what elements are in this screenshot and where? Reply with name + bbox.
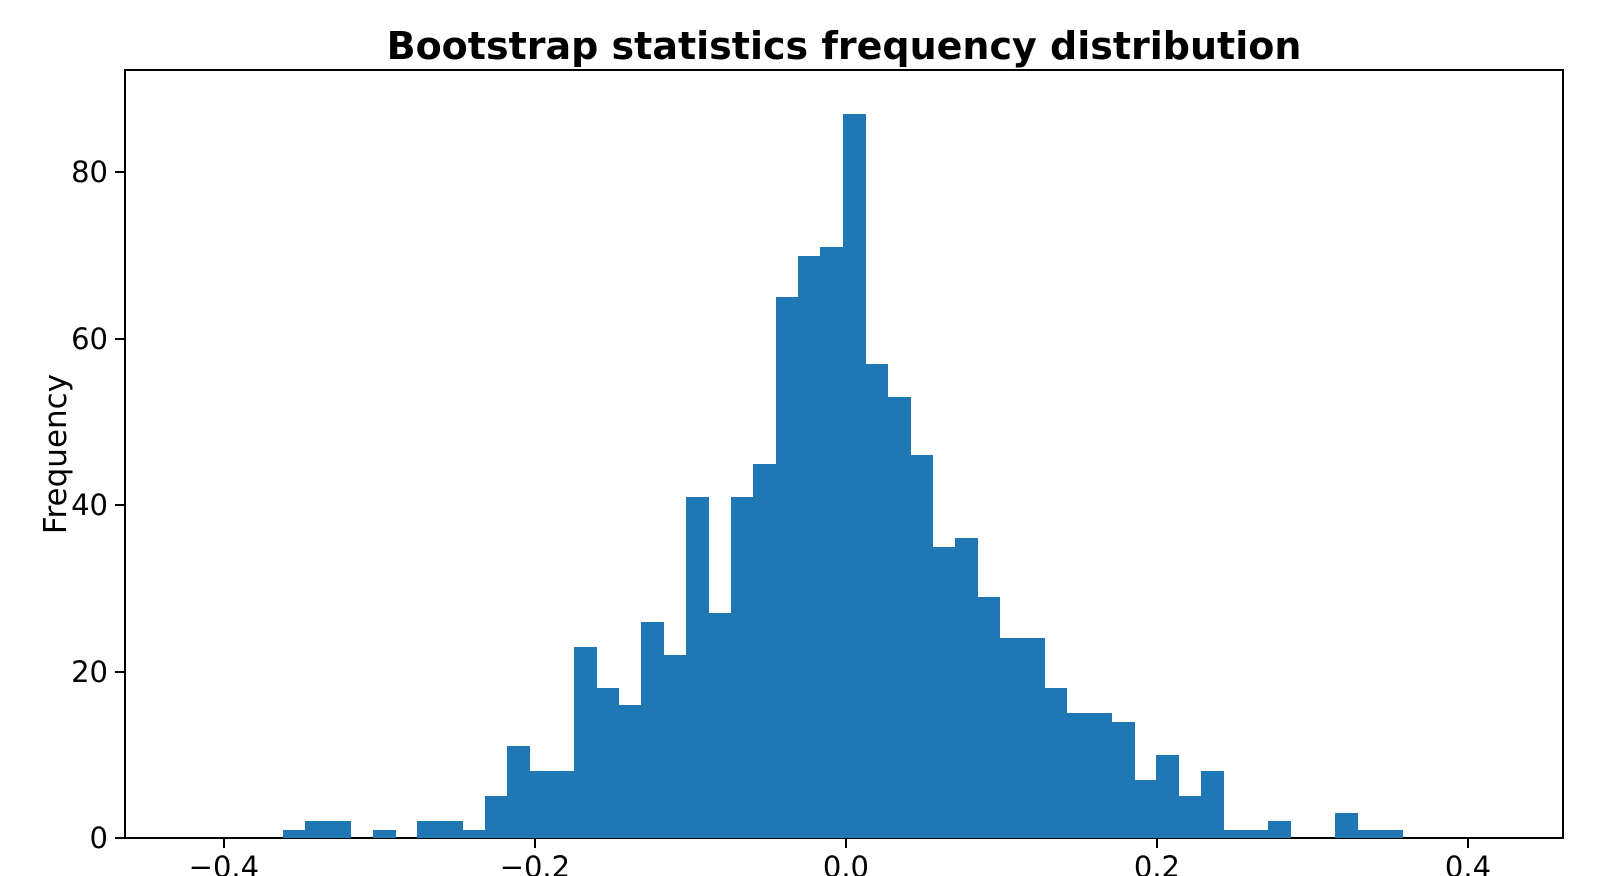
histogram-bar bbox=[1178, 796, 1202, 838]
right-spine bbox=[1562, 69, 1564, 839]
histogram-bar bbox=[910, 455, 933, 838]
x-tick-label: 0.4 bbox=[1444, 850, 1492, 876]
y-tick-label: 80 bbox=[71, 155, 108, 190]
histogram-bar bbox=[618, 704, 642, 838]
histogram-bar bbox=[1223, 829, 1247, 838]
chart-title: Bootstrap statistics frequency distribut… bbox=[386, 24, 1302, 68]
histogram-bar bbox=[775, 297, 799, 838]
histogram-bar bbox=[842, 114, 866, 838]
histogram-bar bbox=[439, 821, 463, 838]
x-tick-label: 0.0 bbox=[822, 850, 869, 876]
histogram-bar bbox=[1021, 638, 1045, 838]
y-tick-mark bbox=[115, 670, 124, 673]
histogram-bar bbox=[1066, 713, 1090, 838]
y-tick-mark bbox=[115, 504, 124, 507]
histogram-bar bbox=[283, 829, 306, 838]
histogram-bar bbox=[932, 546, 956, 838]
histogram-bar bbox=[529, 771, 553, 838]
x-tick-label: −0.2 bbox=[499, 850, 571, 876]
y-tick-label: 20 bbox=[71, 654, 108, 689]
histogram-bar bbox=[506, 746, 530, 838]
histogram-bar bbox=[977, 596, 1001, 838]
x-tick-mark bbox=[222, 839, 225, 848]
x-axis bbox=[125, 837, 1563, 839]
x-tick-mark bbox=[533, 839, 536, 848]
x-tick-label: 0.2 bbox=[1133, 850, 1181, 876]
x-tick-mark bbox=[1155, 839, 1158, 848]
histogram-bar bbox=[1156, 754, 1180, 838]
histogram-bar bbox=[730, 496, 754, 838]
y-tick-mark bbox=[115, 337, 124, 340]
histogram-bar bbox=[574, 646, 598, 838]
histogram-bar bbox=[484, 796, 508, 838]
histogram-bar bbox=[305, 821, 329, 838]
histogram-bar bbox=[1357, 829, 1381, 838]
histogram-bar bbox=[1245, 829, 1269, 838]
histogram-bar bbox=[820, 247, 844, 838]
y-tick-mark bbox=[115, 171, 124, 174]
histogram-bar bbox=[641, 621, 665, 838]
histogram-bar bbox=[999, 638, 1023, 838]
histogram-bar bbox=[1201, 771, 1225, 838]
histogram-bar bbox=[372, 829, 396, 838]
histogram-bar bbox=[1111, 721, 1135, 838]
histogram-bar bbox=[1133, 779, 1157, 838]
histogram-bar bbox=[327, 821, 351, 838]
y-tick-label: 60 bbox=[71, 321, 108, 356]
histogram-bar bbox=[462, 829, 486, 838]
y-tick-label: 40 bbox=[71, 488, 108, 523]
histogram-bar bbox=[551, 771, 575, 838]
y-axis bbox=[124, 69, 126, 839]
y-tick-label: 0 bbox=[89, 821, 108, 855]
histogram-bar bbox=[1335, 813, 1359, 838]
plot-area: −0.4 −0.2 0.0 0.2 0.4 0 20 40 60 80 bbox=[71, 69, 1564, 876]
histogram-bar bbox=[954, 538, 978, 838]
histogram-bar bbox=[686, 496, 710, 838]
histogram-bar bbox=[887, 397, 911, 838]
x-tick-mark bbox=[1466, 839, 1469, 848]
histogram-bar bbox=[753, 463, 777, 838]
x-tick-mark bbox=[844, 839, 847, 848]
histogram-bar bbox=[417, 821, 441, 838]
x-tick-label: −0.4 bbox=[188, 850, 260, 876]
histogram-bar bbox=[708, 613, 732, 838]
histogram-bar bbox=[1380, 829, 1404, 838]
histogram-bar bbox=[865, 363, 889, 838]
histogram-bar bbox=[663, 654, 687, 838]
histogram-bar bbox=[596, 688, 620, 838]
histogram-bar bbox=[798, 255, 822, 838]
y-tick-mark bbox=[115, 837, 124, 839]
histogram-bar bbox=[1268, 821, 1292, 838]
histogram-bar bbox=[1089, 713, 1113, 838]
histogram-bar bbox=[1044, 688, 1068, 838]
top-spine bbox=[125, 69, 1563, 71]
